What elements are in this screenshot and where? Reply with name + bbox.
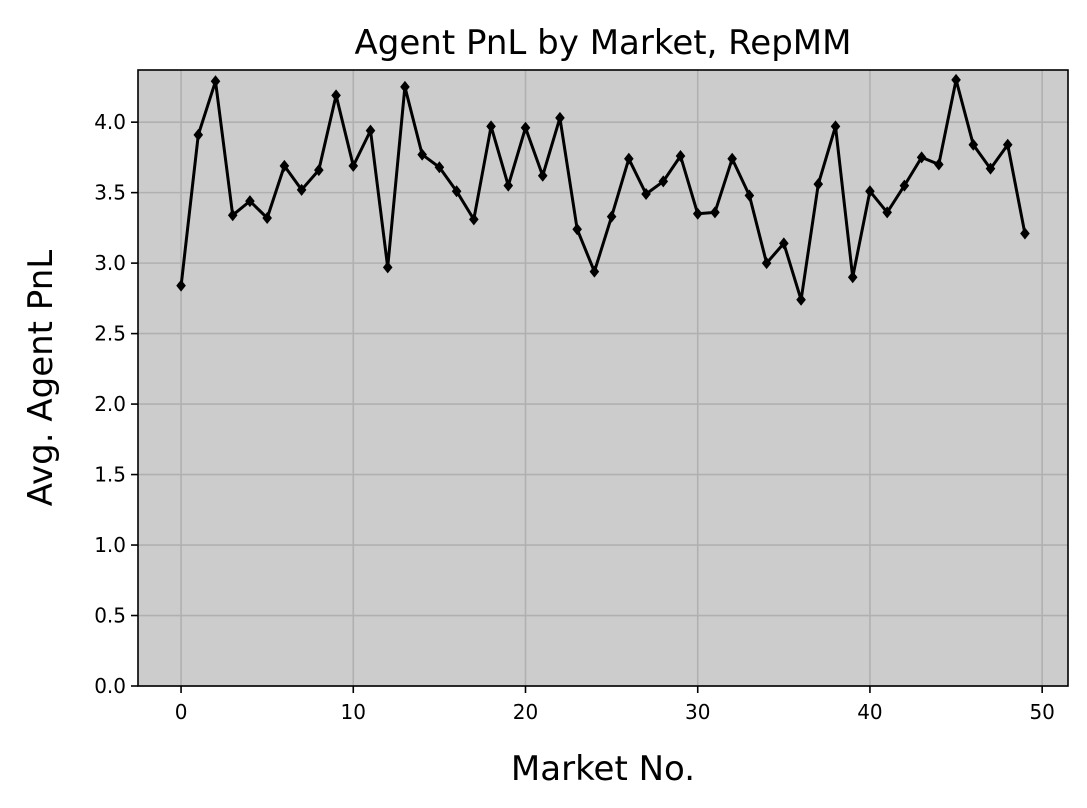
data-point	[985, 162, 996, 175]
data-point	[227, 209, 238, 222]
data-point	[916, 151, 927, 164]
plot-frame	[137, 69, 1069, 687]
plot-background	[138, 70, 1068, 686]
y-tick-label: 1.5	[94, 463, 126, 487]
data-point	[1002, 138, 1013, 151]
x-tick-label: 30	[685, 700, 710, 724]
data-point	[555, 111, 565, 124]
data-point	[744, 189, 755, 202]
data-point	[348, 159, 359, 172]
data-point	[606, 210, 617, 223]
data-point	[245, 195, 255, 208]
data-point	[692, 207, 703, 220]
y-tick-label: 0.5	[94, 604, 126, 628]
data-point	[193, 128, 204, 141]
y-tick-label: 3.5	[94, 181, 126, 205]
y-axis-label: Avg. Agent PnL	[21, 250, 61, 506]
data-point	[279, 159, 290, 172]
data-point	[176, 279, 186, 292]
data-point	[331, 89, 341, 102]
x-tick-label: 40	[857, 700, 882, 724]
data-point	[417, 148, 427, 161]
data-point	[658, 175, 669, 188]
data-point	[796, 293, 806, 306]
data-point	[314, 164, 324, 177]
data-point	[365, 124, 376, 137]
y-tick-label: 3.0	[94, 251, 126, 275]
data-point	[572, 223, 582, 236]
series-line	[179, 78, 1027, 302]
data-point	[727, 152, 737, 165]
data-point	[830, 120, 841, 133]
x-tick-label: 0	[175, 700, 188, 724]
data-point	[400, 80, 410, 93]
data-series	[176, 73, 1030, 306]
data-point	[675, 149, 686, 162]
data-point	[210, 75, 221, 88]
data-point	[520, 121, 531, 134]
data-point	[624, 152, 634, 165]
y-tick-label: 4.0	[94, 110, 126, 134]
data-point	[934, 158, 944, 171]
x-axis-label: Market No.	[511, 749, 695, 789]
data-point	[469, 213, 479, 226]
data-point	[899, 179, 910, 192]
data-point	[641, 188, 651, 201]
data-point	[968, 138, 979, 151]
y-tick-label: 0.0	[94, 674, 126, 698]
data-point	[779, 237, 789, 250]
data-point	[710, 206, 720, 219]
tick-marks	[131, 121, 1043, 693]
y-tick-label: 1.0	[94, 533, 126, 557]
y-tick-label: 2.5	[94, 322, 126, 346]
data-point	[537, 169, 548, 182]
data-point	[847, 271, 858, 284]
data-point	[761, 257, 772, 270]
data-point	[262, 212, 272, 225]
x-tick-label: 10	[341, 700, 366, 724]
data-point	[865, 185, 875, 198]
grid-lines	[138, 70, 1068, 687]
data-point	[589, 265, 600, 278]
data-point	[813, 178, 824, 191]
data-point	[882, 206, 892, 219]
data-point	[503, 179, 514, 192]
x-tick-label: 20	[513, 700, 538, 724]
x-tick-label: 50	[1029, 700, 1054, 724]
data-point	[486, 120, 496, 133]
data-point	[1020, 227, 1030, 240]
data-point	[951, 73, 961, 86]
y-tick-label: 2.0	[94, 392, 126, 416]
data-point	[434, 161, 445, 174]
data-point	[451, 185, 462, 198]
chart-title: Agent PnL by Market, RepMM	[355, 23, 852, 63]
data-point	[296, 183, 307, 196]
data-point	[382, 261, 393, 274]
